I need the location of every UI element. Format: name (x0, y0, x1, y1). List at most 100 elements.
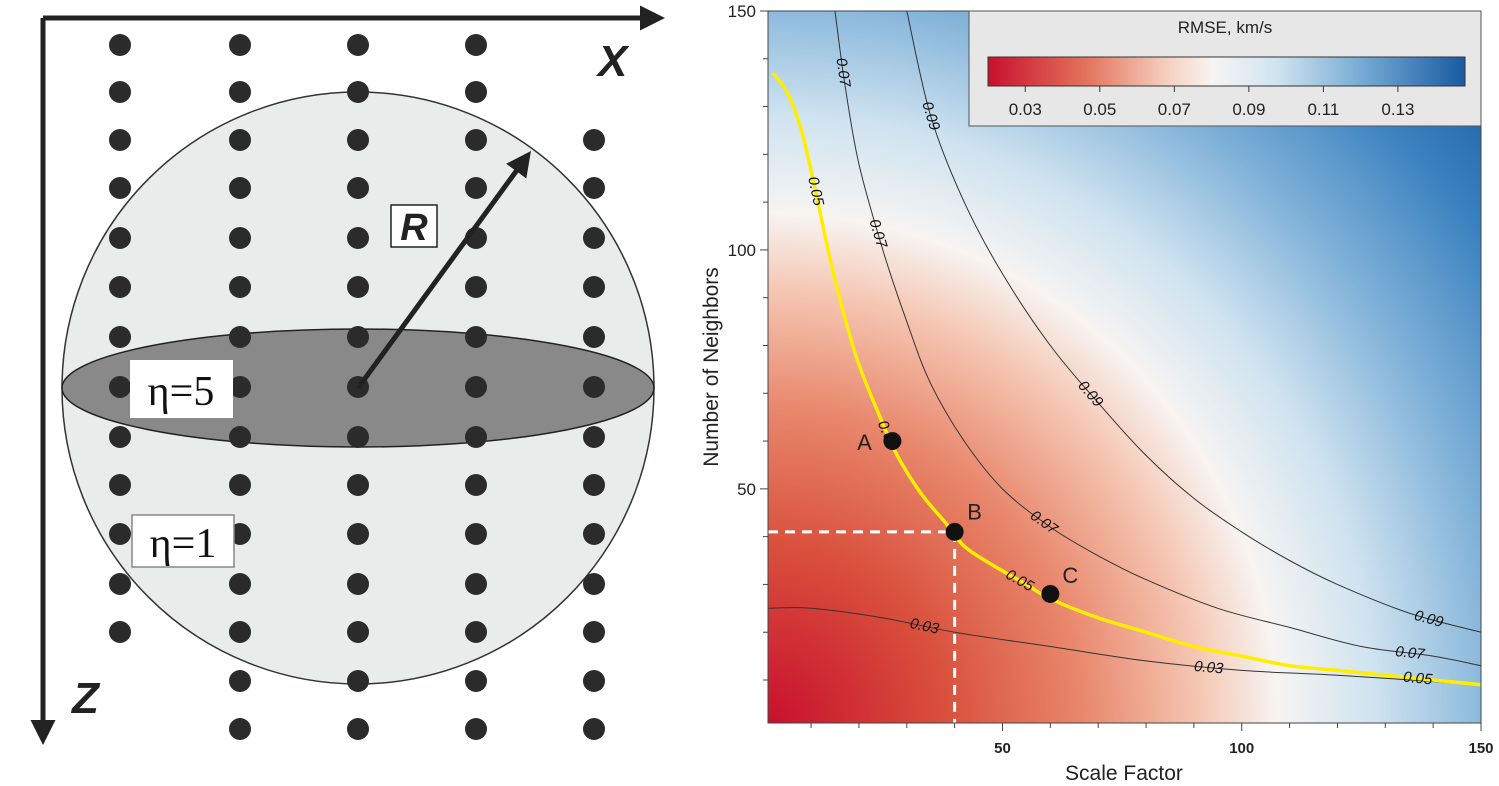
point-b (945, 522, 964, 541)
grid-dot (347, 34, 369, 56)
contour-0-03 (768, 607, 1481, 686)
colorbar-title: RMSE, km/s (1178, 18, 1272, 37)
eta-inner-box (130, 360, 233, 418)
contour-label: 0.07 (832, 57, 853, 89)
eta-outer-label: η=1 (150, 521, 217, 567)
grid-dot (465, 81, 487, 103)
contour-label: 0.03 (908, 615, 941, 638)
grid-dot (229, 376, 251, 398)
grid-dot (347, 227, 369, 249)
radius-label: R (400, 207, 428, 249)
grid-dot (465, 34, 487, 56)
point-markers: A B C (857, 430, 1078, 603)
contour-0-09 (906, 11, 1481, 633)
eta-inner-label: η=5 (148, 369, 215, 415)
grid-dot (465, 276, 487, 298)
grid-dot (229, 573, 251, 595)
grid-dot (347, 426, 369, 448)
grid-dot (465, 426, 487, 448)
grid-dot (465, 573, 487, 595)
grid-dot (465, 523, 487, 545)
colorbar-tick-label: 0.07 (1158, 100, 1191, 119)
colorbar: RMSE, km/s 0.03 0.05 0.07 0.09 0.11 0.13 (968, 10, 1482, 127)
x-ticks: 50 100 150 (810, 723, 1494, 757)
grid-dot (347, 81, 369, 103)
grid-dot (347, 474, 369, 496)
grid-dot (229, 34, 251, 56)
grid-dot (347, 670, 369, 692)
grid-dot (583, 426, 605, 448)
grid-dots (109, 34, 605, 740)
eta-outer-box (131, 514, 235, 568)
contours (768, 11, 1481, 687)
grid-dot (229, 426, 251, 448)
grid-dot (109, 34, 131, 56)
x-axis-title: Scale Factor (1065, 762, 1183, 785)
x-axis-label: X (595, 37, 630, 86)
grid-dot (229, 276, 251, 298)
x-tick-label: 50 (994, 740, 1011, 757)
grid-dot (347, 573, 369, 595)
grid-dot (229, 81, 251, 103)
grid-dot (347, 718, 369, 740)
grid-dot (109, 81, 131, 103)
rmse-chart: 0.030.030.050.050.050.050.070.070.070.07… (700, 2, 1494, 785)
point-c (1041, 584, 1060, 603)
y-axis-title: Number of Neighbors (700, 267, 723, 467)
contour-0-07 (834, 11, 1481, 667)
radius-arrow (355, 150, 531, 390)
grid-dot (465, 621, 487, 643)
grid-dot (229, 718, 251, 740)
x-tick-label: 100 (1229, 740, 1254, 757)
grid-dot (583, 326, 605, 348)
grid-dot (109, 276, 131, 298)
y-ticks: 50 100 150 (728, 2, 768, 681)
contour-0-05 (771, 71, 1481, 687)
grid-dot (583, 376, 605, 398)
grid-dot (229, 670, 251, 692)
grid-dot (347, 326, 369, 348)
grid-dot (465, 718, 487, 740)
grid-dot (465, 474, 487, 496)
grid-dot (347, 276, 369, 298)
grid-dot (109, 523, 131, 545)
grid-dot (229, 326, 251, 348)
point-label-c: C (1062, 563, 1078, 588)
grid-dot (347, 621, 369, 643)
grid-dot (109, 621, 131, 643)
point-a (883, 432, 902, 451)
radius-label-box (390, 204, 438, 248)
z-axis-label: Z (70, 674, 101, 723)
grid-dot (229, 129, 251, 151)
y-tick-label: 50 (737, 480, 756, 499)
grid-dot (583, 718, 605, 740)
grid-dot (583, 621, 605, 643)
grid-dot (109, 474, 131, 496)
grid-dot (583, 227, 605, 249)
grid-dot (109, 426, 131, 448)
grid-dot (465, 129, 487, 151)
grid-dot (465, 670, 487, 692)
grid-dot (347, 523, 369, 545)
grid-dot (583, 276, 605, 298)
point-label-a: A (857, 430, 872, 455)
grid-dot (229, 227, 251, 249)
grid-dot (465, 177, 487, 199)
grid-dot (465, 326, 487, 348)
grid-dot (229, 621, 251, 643)
grid-dot (465, 376, 487, 398)
y-tick-label: 150 (728, 2, 756, 21)
grid-dot (583, 573, 605, 595)
grid-dot (583, 177, 605, 199)
colorbar-tick-label: 0.09 (1232, 100, 1265, 119)
grid-dot (109, 573, 131, 595)
grid-dot (109, 326, 131, 348)
grid-dot (229, 474, 251, 496)
colorbar-tick-label: 0.05 (1083, 100, 1116, 119)
grid-dot (109, 177, 131, 199)
colorbar-gradient (987, 56, 1466, 87)
grid-dot (109, 129, 131, 151)
y-tick-label: 100 (728, 241, 756, 260)
grid-dot (347, 177, 369, 199)
